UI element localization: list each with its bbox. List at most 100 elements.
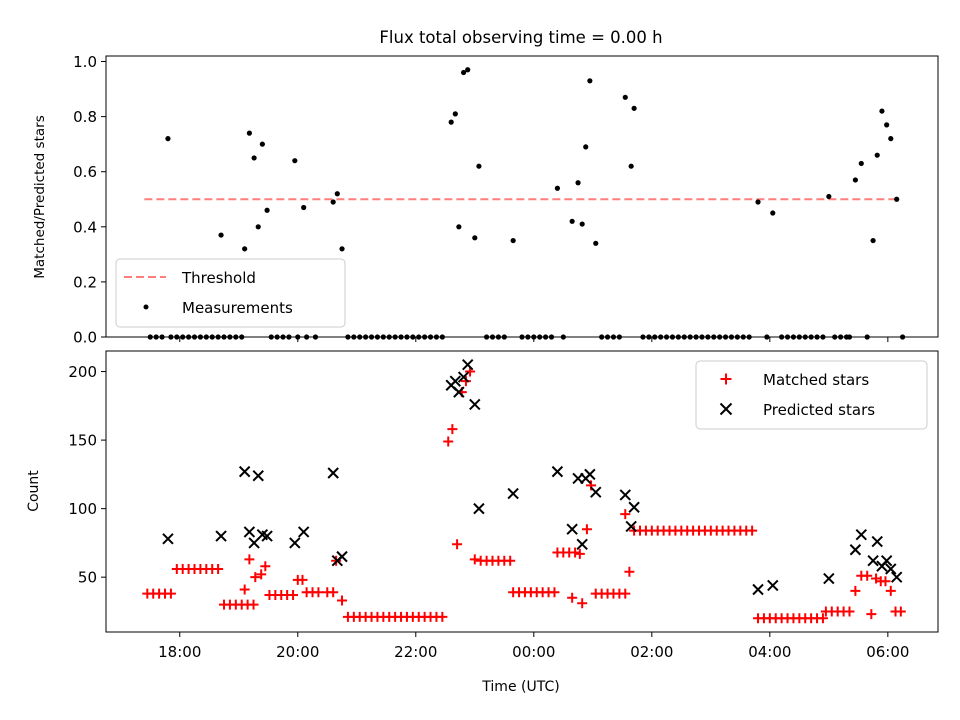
measurement-point bbox=[301, 204, 307, 211]
measurement-point bbox=[218, 232, 224, 238]
measurements-legend-label: Measurements bbox=[182, 299, 293, 317]
ratio-x-ticks bbox=[179, 337, 889, 342]
count-plot-frame bbox=[105, 350, 939, 633]
count-x-tick-label: 02:00 bbox=[630, 643, 673, 661]
predicted-star-point bbox=[590, 486, 602, 498]
matched-star-point bbox=[620, 588, 631, 599]
measurement-point bbox=[264, 207, 270, 213]
measurement-point bbox=[770, 210, 776, 216]
measurement-point bbox=[852, 177, 858, 183]
measurement-point bbox=[330, 199, 336, 205]
predicted-star-point bbox=[243, 526, 256, 538]
matched-star-point bbox=[862, 570, 873, 581]
matched-star-point bbox=[620, 509, 631, 520]
count-x-tick-label: 04:00 bbox=[748, 643, 791, 661]
matched-star-point bbox=[244, 554, 255, 565]
ratio-y-tick-label: 0.2 bbox=[73, 273, 97, 291]
predicted-legend-label: Predicted stars bbox=[763, 401, 875, 419]
count-x-axis-label: Time (UTC) bbox=[481, 679, 559, 695]
measurements-legend-swatch bbox=[143, 304, 149, 310]
measurement-point bbox=[510, 237, 516, 244]
predicted-star-point bbox=[752, 583, 764, 596]
measurement-point bbox=[583, 144, 589, 150]
matched-star-point bbox=[328, 587, 339, 598]
matched-star-point bbox=[549, 587, 560, 598]
measurement-point bbox=[554, 185, 561, 191]
measurement-point bbox=[622, 94, 628, 100]
predicted-star-point bbox=[566, 523, 578, 535]
matched-star-point bbox=[452, 539, 463, 550]
count-x-tick-label: 20:00 bbox=[276, 643, 319, 661]
predicted-star-point bbox=[880, 555, 893, 567]
ratio-y-axis-label: Matched/Predicted stars bbox=[32, 115, 48, 278]
ratio-y-tick-label: 0.6 bbox=[73, 163, 97, 181]
predicted-star-point bbox=[823, 572, 835, 585]
measurement-point bbox=[587, 78, 593, 84]
predicted-legend-swatch bbox=[719, 402, 733, 416]
matched-star-point bbox=[260, 561, 271, 572]
measurement-point bbox=[165, 136, 171, 142]
matched-star-point bbox=[866, 609, 877, 620]
matched-star-point bbox=[288, 589, 299, 600]
ratio-legend: Threshold Measurements bbox=[115, 258, 346, 328]
predicted-star-point bbox=[252, 470, 264, 482]
predicted-star-point bbox=[871, 535, 883, 548]
measurement-point bbox=[879, 108, 885, 114]
predicted-star-point bbox=[867, 555, 879, 567]
ratio-y-tick-label: 0.8 bbox=[73, 108, 97, 126]
predicted-star-point bbox=[297, 526, 310, 538]
predicted-star-point bbox=[162, 533, 174, 545]
count-y-tick-label: 100 bbox=[68, 500, 97, 518]
measurement-point bbox=[259, 141, 265, 147]
measurement-point bbox=[870, 237, 876, 244]
count-x-axis: 18:00 20:00 22:00 00:00 02:00 04:00 06:00 bbox=[158, 632, 909, 661]
count-y-axis: 50 100 150 200 bbox=[68, 363, 106, 587]
matched-star-point bbox=[460, 376, 471, 387]
predicted-star-point bbox=[767, 579, 779, 592]
measurement-point bbox=[894, 196, 900, 202]
predicted-star-point bbox=[885, 563, 897, 575]
measurement-point bbox=[460, 69, 467, 76]
predicted-star-point bbox=[507, 487, 519, 500]
count-legend-box bbox=[695, 360, 928, 430]
measurement-point bbox=[631, 105, 637, 111]
count-y-axis-label: Count bbox=[26, 470, 42, 512]
predicted-star-point bbox=[449, 375, 462, 387]
predicted-star-point bbox=[462, 358, 474, 371]
predicted-star-point bbox=[849, 544, 862, 556]
matched-star-point bbox=[443, 436, 454, 447]
predicted-star-point bbox=[625, 520, 637, 533]
ratio-y-tick-label: 1.0 bbox=[73, 53, 97, 71]
predicted-star-point bbox=[336, 550, 348, 563]
matched-star-point bbox=[574, 548, 585, 559]
measurement-point bbox=[569, 218, 575, 224]
ratio-panel: 0.0 0.2 0.4 0.6 0.8 1.0 Matched/Predicted sta… bbox=[32, 53, 939, 347]
matched-star-point bbox=[213, 563, 224, 574]
measurement-point bbox=[465, 67, 471, 73]
matched-star-point bbox=[817, 613, 828, 624]
count-x-tick-label: 18:00 bbox=[158, 643, 201, 661]
count-panel: 50 100 150 200 18:00 20:00 22:00 00:00 02:00 04:… bbox=[26, 350, 939, 695]
predicted-star-point bbox=[469, 398, 481, 411]
predicted-star-point bbox=[619, 489, 631, 501]
measurement-point bbox=[292, 158, 298, 164]
count-x-tick-label: 00:00 bbox=[512, 643, 555, 661]
predicted-star-point bbox=[215, 530, 227, 542]
measurement-point bbox=[826, 193, 832, 200]
count-points-layer bbox=[142, 358, 906, 624]
matched-star-point bbox=[248, 599, 259, 610]
predicted-star-point bbox=[855, 528, 867, 541]
figure-title: Flux total observing time = 0.00 h bbox=[379, 28, 662, 47]
matched-star-point bbox=[747, 525, 758, 536]
measurement-point bbox=[452, 111, 458, 117]
matched-star-point bbox=[469, 554, 480, 565]
measurement-point bbox=[476, 163, 482, 169]
count-y-tick-label: 50 bbox=[78, 569, 97, 587]
matched-star-point bbox=[624, 566, 635, 577]
predicted-star-point bbox=[576, 538, 588, 550]
ratio-plot-frame bbox=[105, 55, 939, 338]
ratio-y-tick-label: 0.4 bbox=[73, 218, 97, 236]
measurement-point bbox=[246, 130, 252, 136]
measurement-point bbox=[884, 122, 890, 128]
